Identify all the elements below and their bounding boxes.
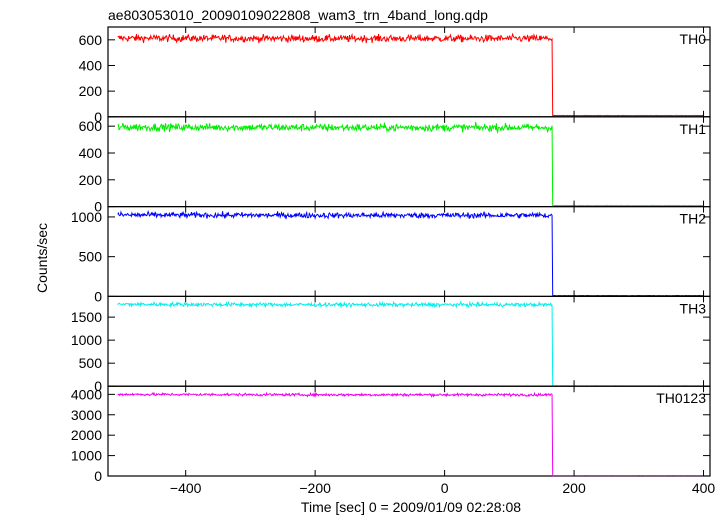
panel-frame [107, 385, 711, 477]
y-tick-label: 2000 [71, 427, 102, 443]
y-tick-label: 200 [79, 172, 103, 188]
panel-label: TH0 [680, 31, 707, 47]
series-line-th0123 [117, 391, 704, 477]
y-tick-label: 200 [79, 83, 103, 99]
panel-label: TH2 [680, 211, 707, 227]
panel-frame [107, 295, 711, 387]
panel-th3: 0 500 1000 1500 TH3 [71, 295, 711, 394]
y-tick-label: 500 [79, 355, 103, 371]
x-tick-label: 200 [562, 480, 586, 496]
panel-th1: 0 200 400 600 TH1 [79, 116, 711, 215]
y-tick-label: 400 [79, 57, 103, 73]
y-axis-label: Counts/sec [34, 223, 50, 293]
y-tick-label: 1000 [71, 332, 102, 348]
series-line-th2 [117, 209, 704, 297]
x-axis: −400 −200 0 200 400 [170, 480, 716, 496]
y-tick-label: 500 [79, 249, 103, 265]
series-line-th3 [117, 300, 704, 387]
y-tick-label: 600 [79, 118, 103, 134]
y-tick-label: 1000 [71, 209, 102, 225]
panel-th2: 0 500 1000 TH2 [71, 206, 711, 304]
y-tick-label: 0 [94, 378, 102, 394]
series-line-th1 [117, 121, 704, 207]
panel-th0123: 0 1000 2000 3000 4000 TH0123 [71, 385, 711, 484]
series-line-th0 [117, 32, 704, 117]
panel-label: TH3 [680, 300, 707, 316]
x-tick-label: 400 [692, 480, 716, 496]
y-tick-label: 0 [94, 199, 102, 215]
y-tick-label: 0 [94, 109, 102, 125]
x-tick-label: 0 [441, 480, 449, 496]
panel-th0: 0 200 400 600 TH0 [79, 26, 711, 125]
panel-frame [107, 206, 711, 298]
x-tick-label: −400 [170, 480, 202, 496]
y-tick-label: 4000 [71, 386, 102, 402]
chart-title: ae803053010_20090109022808_wam3_trn_4ban… [108, 7, 488, 23]
y-tick-label: 600 [79, 32, 103, 48]
y-tick-label: 3000 [71, 407, 102, 423]
panel-label: TH1 [680, 121, 707, 137]
x-axis-label: Time [sec] 0 = 2009/01/09 02:28:08 [301, 499, 521, 515]
panel-label: TH0123 [656, 390, 706, 406]
y-tick-label: 0 [94, 468, 102, 484]
x-tick-label: −200 [299, 480, 331, 496]
y-tick-label: 400 [79, 145, 103, 161]
y-tick-label: 1500 [71, 309, 102, 325]
plot-panels: 0 200 400 600 TH0 0 200 400 600 TH1 0 500 1000 TH2 0 50… [71, 26, 711, 484]
y-tick-label: 0 [94, 288, 102, 304]
y-tick-label: 1000 [71, 448, 102, 464]
